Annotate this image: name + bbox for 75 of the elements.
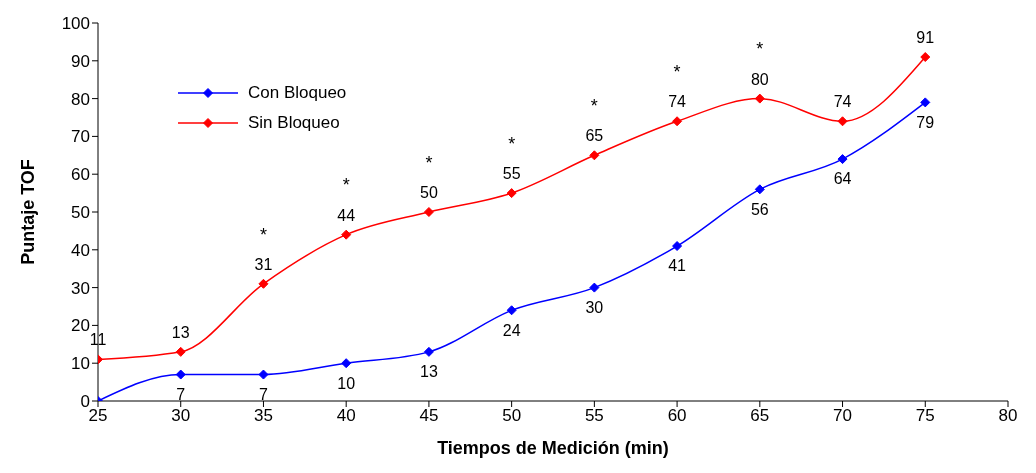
- y-tick-label: 10: [71, 354, 90, 374]
- point: [175, 369, 186, 380]
- data-label: 13: [171, 323, 190, 341]
- x-tick-label: 50: [502, 406, 522, 426]
- y-tick-label: 100: [61, 14, 90, 34]
- x-tick-label: 80: [998, 406, 1018, 426]
- y-tick-label: 60: [71, 165, 90, 185]
- y-tick-label: 30: [71, 278, 90, 298]
- x-tick-label: 45: [419, 406, 439, 426]
- data-label: 41: [668, 257, 687, 275]
- x-tick-label: 75: [915, 406, 935, 426]
- y-tick-label: 20: [71, 316, 90, 336]
- x-tick-label: 60: [667, 406, 687, 426]
- annotation: *: [590, 96, 598, 117]
- point: [589, 282, 600, 293]
- point: [754, 93, 765, 104]
- data-label: 10: [337, 374, 356, 392]
- data-label: 31: [254, 255, 273, 273]
- point: [423, 207, 434, 217]
- point: [506, 305, 517, 316]
- y-tick-label: 40: [71, 240, 90, 260]
- data-label: 64: [833, 170, 852, 188]
- point: [506, 188, 517, 199]
- data-label: 44: [337, 206, 356, 224]
- data-label: 11: [89, 331, 107, 349]
- data-label: 65: [585, 127, 604, 145]
- y-tick-label: 50: [71, 203, 90, 223]
- data-label: 80: [750, 70, 769, 88]
- y-tick-label: 70: [71, 127, 90, 147]
- data-label: 13: [420, 363, 438, 381]
- point: [423, 346, 434, 357]
- point: [672, 116, 683, 127]
- y-tick-label: 0: [80, 392, 90, 412]
- point: [258, 278, 269, 289]
- x-tick-label: 35: [253, 406, 273, 426]
- point: [341, 229, 352, 240]
- data-label: 7: [259, 385, 268, 403]
- annotation: *: [673, 62, 681, 83]
- x-tick-label: 40: [336, 406, 356, 426]
- point: [837, 154, 848, 165]
- x-tick-label: 25: [88, 406, 108, 426]
- data-label: 74: [833, 93, 852, 111]
- x-tick-label: 70: [833, 406, 853, 426]
- data-label: 79: [916, 113, 935, 131]
- point: [341, 358, 352, 369]
- x-tick-label: 55: [584, 406, 604, 426]
- data-label: 91: [916, 29, 935, 47]
- point: [920, 52, 931, 63]
- point: [754, 184, 765, 195]
- data-label: 55: [502, 165, 521, 183]
- point: [672, 241, 683, 252]
- point: [920, 97, 931, 108]
- annotation: *: [259, 224, 267, 245]
- point: [837, 116, 848, 127]
- legend-label: Sin Bloqueo: [248, 112, 340, 134]
- annotation: *: [508, 133, 516, 154]
- data-label: 74: [668, 93, 687, 111]
- x-axis-title: Tiempos de Medición (min): [437, 438, 669, 458]
- data-label: 50: [420, 184, 438, 201]
- x-tick-label: 65: [750, 406, 770, 426]
- y-tick-label: 80: [71, 89, 90, 109]
- data-label: 24: [502, 321, 521, 339]
- point: [175, 346, 186, 357]
- point: [258, 369, 269, 380]
- y-axis-title: Puntaje TOF: [18, 159, 39, 265]
- annotation: *: [425, 152, 433, 173]
- y-tick-label: 90: [71, 51, 90, 71]
- data-label: 30: [585, 298, 604, 316]
- point: [589, 150, 600, 161]
- annotation: *: [756, 39, 764, 60]
- x-tick-label: 30: [171, 406, 191, 426]
- annotation: *: [342, 175, 350, 196]
- legend-label: Con Bloqueo: [248, 82, 347, 104]
- data-label: 7: [176, 385, 186, 403]
- data-label: 56: [750, 200, 769, 218]
